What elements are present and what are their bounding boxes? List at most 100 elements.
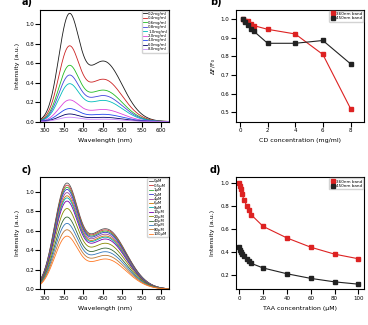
- 60μM: [144, 282, 148, 286]
- 2.0mg/ml: [108, 108, 113, 112]
- 8.0mg/ml: [108, 117, 113, 121]
- 0.4mg/ml: [38, 118, 43, 122]
- 4μM: [100, 233, 104, 237]
- Line: 0.5μM: 0.5μM: [40, 185, 169, 289]
- 1.0mg/ml: [167, 120, 171, 124]
- 4.0mg/ml: [144, 119, 148, 123]
- 80μM: [100, 254, 105, 257]
- 1.0mg/ml: [100, 98, 104, 102]
- 8μM: [144, 280, 148, 284]
- 4μM: [167, 287, 171, 291]
- 450nm band: [238, 248, 242, 252]
- 450nm band: [321, 39, 325, 43]
- Text: c): c): [21, 165, 31, 175]
- 100μM: [115, 262, 120, 266]
- 8μM: [38, 279, 43, 283]
- 0.5μM: [65, 183, 69, 187]
- 0.2mg/ml: [100, 59, 104, 63]
- 1.0mg/ml: [68, 82, 72, 85]
- 450nm band: [293, 41, 297, 45]
- 4.0mg/ml: [167, 120, 171, 124]
- Line: 0.4mg/ml: 0.4mg/ml: [40, 46, 169, 122]
- 10μM: [65, 199, 69, 203]
- 0.8mg/ml: [167, 120, 171, 124]
- 4.0mg/ml: [100, 112, 105, 116]
- 0.2mg/ml: [100, 59, 105, 63]
- 10μM: [167, 287, 171, 291]
- 6μM: [100, 235, 104, 239]
- 360nm band: [243, 19, 248, 23]
- 2μM: [65, 188, 69, 191]
- 0.6mg/ml: [100, 88, 104, 92]
- 450nm band: [308, 277, 313, 280]
- 100μM: [144, 283, 148, 287]
- 450nm band: [241, 17, 245, 21]
- 450nm band: [249, 261, 254, 265]
- 2μM: [115, 239, 120, 243]
- 6μM: [115, 242, 120, 246]
- 0.2mg/ml: [144, 115, 148, 119]
- 4μM: [38, 279, 43, 282]
- 4.0mg/ml: [68, 107, 72, 111]
- 10μM: [100, 237, 105, 241]
- 0.4mg/ml: [100, 77, 104, 81]
- 360nm band: [249, 213, 254, 217]
- 450nm band: [285, 272, 289, 276]
- Line: 60μM: 60μM: [40, 223, 169, 289]
- 360nm band: [265, 27, 270, 31]
- 2μM: [144, 280, 148, 283]
- 360nm band: [240, 192, 244, 196]
- 4.0mg/ml: [108, 113, 113, 117]
- Legend: 360nm band, 450nm band: 360nm band, 450nm band: [329, 178, 364, 189]
- 8μM: [108, 237, 113, 240]
- 0.2mg/ml: [38, 117, 43, 121]
- 10μM: [108, 238, 113, 242]
- 2.0mg/ml: [144, 119, 148, 123]
- 0.5μM: [100, 228, 104, 232]
- 0.4mg/ml: [68, 44, 72, 48]
- Line: 8μM: 8μM: [40, 198, 169, 289]
- 100μM: [167, 287, 171, 291]
- 80μM: [164, 287, 169, 291]
- 80μM: [65, 228, 69, 232]
- 360nm band: [242, 198, 246, 202]
- 2μM: [167, 287, 171, 291]
- Line: 360nm band: 360nm band: [241, 17, 352, 110]
- 0.4mg/ml: [167, 120, 171, 124]
- 20μM: [38, 280, 43, 284]
- 8.0mg/ml: [115, 118, 120, 122]
- 0.2mg/ml: [68, 11, 72, 15]
- Line: 0.8mg/ml: 0.8mg/ml: [40, 75, 169, 122]
- X-axis label: Wavelength (nm): Wavelength (nm): [78, 306, 132, 311]
- 20μM: [144, 281, 148, 285]
- Line: 0.2mg/ml: 0.2mg/ml: [40, 13, 169, 122]
- 2.0mg/ml: [100, 108, 105, 111]
- Y-axis label: Intensity (a.u.): Intensity (a.u.): [15, 43, 20, 89]
- 2.0mg/ml: [100, 108, 104, 111]
- 0μM: [164, 287, 169, 291]
- Line: 20μM: 20μM: [40, 209, 169, 289]
- 20μM: [164, 287, 169, 291]
- 0.8mg/ml: [115, 100, 120, 104]
- Line: 1μM: 1μM: [40, 187, 169, 289]
- 0.4mg/ml: [164, 120, 169, 124]
- 360nm band: [356, 257, 361, 261]
- 0.4mg/ml: [115, 87, 120, 91]
- 0.5μM: [108, 229, 113, 233]
- 10μM: [115, 244, 120, 248]
- Line: 0μM: 0μM: [40, 183, 169, 289]
- 0μM: [144, 279, 148, 283]
- 4.0mg/ml: [115, 114, 120, 118]
- 0.4mg/ml: [108, 80, 113, 84]
- Y-axis label: ΔF/F₀: ΔF/F₀: [210, 58, 215, 74]
- Text: d): d): [210, 165, 222, 175]
- 40μM: [108, 247, 113, 251]
- Line: 1.0mg/ml: 1.0mg/ml: [40, 84, 169, 122]
- 40μM: [167, 287, 171, 291]
- 1.0mg/ml: [144, 118, 148, 122]
- 360nm band: [238, 184, 242, 188]
- 0.5μM: [100, 228, 105, 232]
- 0.4mg/ml: [144, 116, 148, 120]
- 1μM: [115, 238, 120, 242]
- 0μM: [108, 228, 113, 232]
